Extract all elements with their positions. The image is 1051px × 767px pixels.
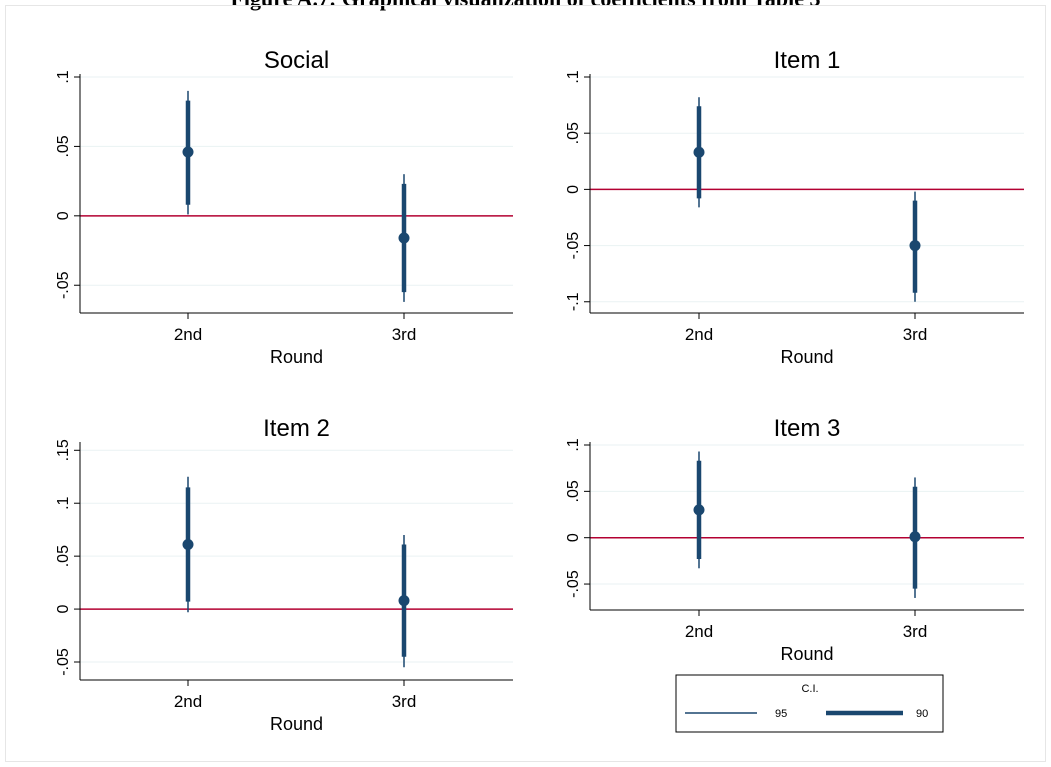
panel-title: Item 1 xyxy=(774,47,841,74)
y-tick-label: -.1 xyxy=(565,292,582,311)
x-tick-label: 3rd xyxy=(392,692,417,711)
y-tick-label: .1 xyxy=(55,496,72,509)
legend-label-90: 90 xyxy=(916,708,928,720)
x-tick-label: 2nd xyxy=(685,622,713,641)
y-tick-label: -.05 xyxy=(55,648,72,676)
y-tick-label: .05 xyxy=(565,122,582,144)
coefficient-point xyxy=(909,531,921,543)
panel-title: Item 3 xyxy=(774,415,841,442)
legend-title: C.I. xyxy=(801,683,818,695)
coefficient-point xyxy=(398,232,410,244)
panel-title: Item 2 xyxy=(263,415,330,442)
coefficient-point xyxy=(909,240,921,252)
coefficient-point xyxy=(693,146,705,158)
y-tick-label: .15 xyxy=(55,439,72,461)
y-tick-label: 0 xyxy=(55,211,72,220)
y-tick-label: 0 xyxy=(565,533,582,542)
x-tick-label: 2nd xyxy=(685,325,713,344)
y-tick-label: .05 xyxy=(565,480,582,502)
y-tick-label: .1 xyxy=(565,438,582,451)
legend: C.I. 95 90 xyxy=(675,674,944,733)
coefficient-point xyxy=(398,595,410,607)
x-axis-title: Round xyxy=(780,644,833,664)
coefficient-point xyxy=(182,146,194,158)
x-axis-title: Round xyxy=(780,347,833,367)
x-tick-label: 3rd xyxy=(392,325,417,344)
y-tick-label: .05 xyxy=(55,545,72,567)
coefficient-point xyxy=(693,504,705,516)
x-tick-label: 2nd xyxy=(174,692,202,711)
y-tick-label: .05 xyxy=(55,135,72,157)
y-tick-label: 0 xyxy=(55,605,72,614)
coefficient-point xyxy=(182,539,194,551)
legend-label-95: 95 xyxy=(775,708,787,720)
y-tick-label: -.05 xyxy=(565,232,582,260)
x-tick-label: 2nd xyxy=(174,325,202,344)
x-tick-label: 3rd xyxy=(903,325,928,344)
y-tick-label: .1 xyxy=(565,70,582,83)
figure-frame xyxy=(5,5,1046,762)
x-axis-title: Round xyxy=(270,714,323,734)
y-tick-label: -.05 xyxy=(55,271,72,299)
legend-box xyxy=(675,674,944,733)
x-axis-title: Round xyxy=(270,347,323,367)
y-tick-label: -.05 xyxy=(565,570,582,598)
panel-2: -.1 -.05 0 .05 .1 2nd 3rd Round Item 1 xyxy=(565,47,1024,367)
panel-1: -.05 0 .05 .1 2nd 3rd Round Social xyxy=(55,47,513,367)
panel-title: Social xyxy=(264,47,329,74)
y-tick-label: 0 xyxy=(565,185,582,194)
y-tick-label: .1 xyxy=(55,70,72,83)
panel-3: -.05 0 .05 .1 .15 2nd 3rd Round Item 2 xyxy=(55,415,513,734)
x-tick-label: 3rd xyxy=(903,622,928,641)
panel-4: -.05 0 .05 .1 2nd 3rd Round Item 3 xyxy=(565,415,1024,664)
